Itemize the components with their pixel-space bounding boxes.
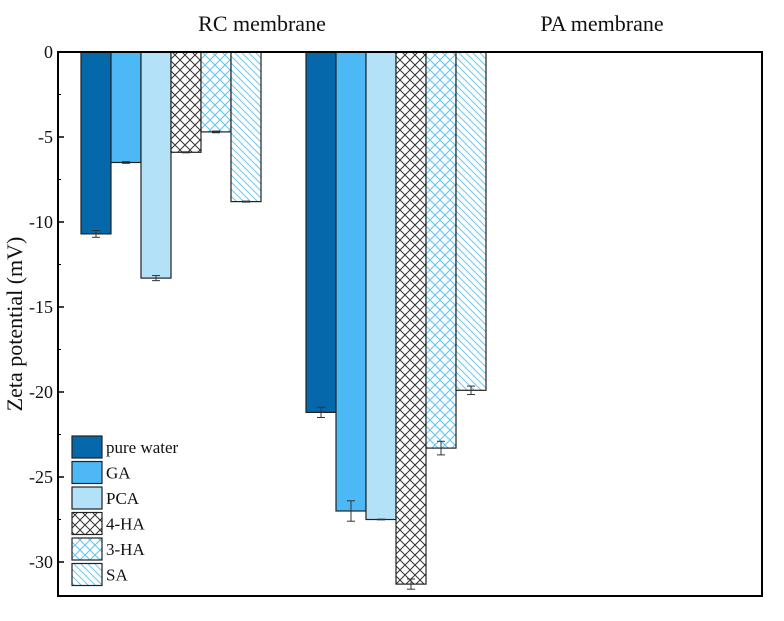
bar-3-ha-pa <box>425 51 457 449</box>
plot-frame <box>57 51 763 597</box>
bar-ga-rc <box>110 51 142 164</box>
y-tick-label: 0 <box>44 42 53 62</box>
legend-item: GA <box>71 460 131 485</box>
legend-swatch <box>71 435 103 459</box>
group-label-pa: PA membrane <box>540 11 663 36</box>
error-bar <box>317 406 325 418</box>
bar-sa-pa <box>455 51 487 391</box>
bar-pca-rc <box>140 51 172 279</box>
y-tick-label: -5 <box>38 127 53 147</box>
legend-label: PCA <box>106 489 140 508</box>
legend-swatch <box>71 537 103 561</box>
legend-label: GA <box>106 464 131 483</box>
legend-label: pure water <box>106 438 179 457</box>
bar-3-ha-rc <box>200 51 232 133</box>
legend-item: SA <box>71 562 128 587</box>
error-bar <box>242 200 250 203</box>
error-bar <box>437 440 445 456</box>
legend-item: 3-HA <box>71 537 145 561</box>
bar-4-ha-rc <box>170 51 202 153</box>
legend-label: 4-HA <box>106 515 145 534</box>
legend-swatch <box>71 486 103 510</box>
error-bar <box>182 151 190 154</box>
legend-item: pure water <box>71 435 179 459</box>
bar-pure-water-pa <box>305 51 337 413</box>
bar-4-ha-pa <box>395 51 427 585</box>
legend-swatch <box>71 562 103 587</box>
error-bars-layer <box>92 130 475 590</box>
bar-pure-water-rc <box>80 51 112 235</box>
error-bar <box>347 500 355 522</box>
legend-item: PCA <box>71 486 140 510</box>
y-axis-label: Zeta potential (mV) <box>2 237 27 412</box>
bar-ga-pa <box>335 51 367 512</box>
error-bar <box>467 385 475 396</box>
legend-item: 4-HA <box>71 511 145 536</box>
error-bar <box>212 130 220 134</box>
y-axis: 0 -5 -10 -15 -20 -25 -30 <box>29 42 64 572</box>
error-bar <box>377 518 385 521</box>
legend-swatch <box>71 511 103 536</box>
bar-pca-pa <box>365 51 397 521</box>
error-bar <box>92 230 100 238</box>
y-tick-label: -10 <box>29 212 53 232</box>
legend-swatch <box>71 460 103 485</box>
y-tick-label: -20 <box>29 382 53 402</box>
error-bar <box>122 161 130 164</box>
y-tick-label: -30 <box>29 552 53 572</box>
legend-label: SA <box>106 566 128 585</box>
legend-label: 3-HA <box>106 540 145 559</box>
bars-layer <box>80 51 487 585</box>
y-tick-label: -15 <box>29 297 53 317</box>
error-bar <box>407 578 415 590</box>
legend: pure water GA PCA 4-HA 3-HA SA <box>71 435 179 587</box>
error-bar <box>152 275 160 282</box>
bar-sa-rc <box>230 51 262 203</box>
y-tick-label: -25 <box>29 467 53 487</box>
group-label-rc: RC membrane <box>198 11 326 36</box>
